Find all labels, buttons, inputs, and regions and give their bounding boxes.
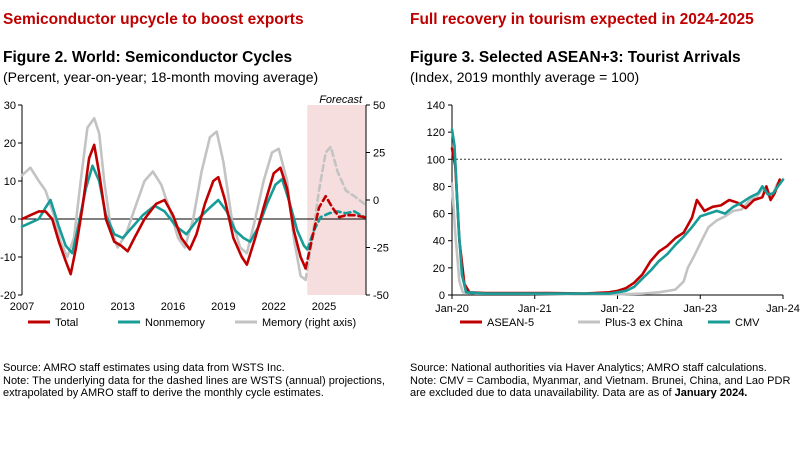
semiconductor-panel: Semiconductor upcycle to boost exports F… xyxy=(0,11,389,400)
tourism-panel: Full recovery in tourism expected in 202… xyxy=(408,0,800,450)
semiconductor-cycles-chart: Forecast -20 -10 0 10 20 30 -50 -25 0 25 50 2007 2010… xyxy=(0,94,389,329)
series-total-line xyxy=(20,143,307,276)
figure-3-title: Figure 3. Selected ASEAN+3: Tourist Arri… xyxy=(410,49,741,66)
left-y-tick-label: 0 xyxy=(10,214,16,226)
left-headline: Semiconductor upcycle to boost exports xyxy=(3,11,304,28)
series-cmv-line xyxy=(450,128,785,295)
y-tick-label: 80 xyxy=(433,181,445,193)
legend-label-total: Total xyxy=(55,317,78,329)
y-tick-label: 20 xyxy=(433,263,445,275)
left-y-tick-label: -10 xyxy=(0,252,16,264)
x-tick-label: Jan-24 xyxy=(766,303,800,315)
right-y-tick-label: 50 xyxy=(373,100,385,112)
y-tick-label: 0 xyxy=(439,290,445,302)
legend-label-memory-right-axis: Memory (right axis) xyxy=(262,317,356,329)
right-y-tick-label: -50 xyxy=(373,290,389,302)
series-total-forecast-line xyxy=(304,194,366,270)
legend-label-plus-3-ex-china: Plus-3 ex China xyxy=(605,317,684,329)
x-tick-label: 2016 xyxy=(161,301,185,313)
y-tick-label: 120 xyxy=(427,127,445,139)
forecast-shade xyxy=(307,105,366,295)
y-tick-label: 40 xyxy=(433,236,445,248)
x-tick-label: 2013 xyxy=(110,301,134,313)
figure-3-subtitle: (Index, 2019 monthly average = 100) xyxy=(410,69,640,85)
x-tick-label: 2007 xyxy=(10,301,34,313)
figure-3-note: Note: CMV = Cambodia, Myanmar, and Vietn… xyxy=(410,375,794,400)
tourist-arrivals-chart: 0 20 40 60 80 100 120 140 Jan-20 Jan-21 Jan-22 Jan-… xyxy=(427,100,800,329)
series-plus-3-ex-china-line xyxy=(450,178,785,296)
figure-2-source: Source: AMRO staff estimates using data … xyxy=(3,362,285,374)
figure-2-notes: Source: AMRO staff estimates using data … xyxy=(3,362,388,400)
figure-2-note: Note: The underlying data for the dashed… xyxy=(3,374,385,400)
x-tick-label: 2019 xyxy=(211,301,235,313)
x-tick-label: Jan-23 xyxy=(683,303,717,315)
figure-3-note-text: Note: CMV = Cambodia, Myanmar, and Vietn… xyxy=(410,374,791,400)
left-y-tick-label: 10 xyxy=(4,176,16,188)
x-tick-label: Jan-22 xyxy=(601,303,635,315)
figure-2-title: Figure 2. World: Semiconductor Cycles xyxy=(3,49,293,66)
x-tick-label: Jan-21 xyxy=(518,303,552,315)
y-tick-label: 60 xyxy=(433,209,445,221)
left-y-tick-label: 20 xyxy=(4,138,16,150)
left-y-tick-label: -20 xyxy=(0,290,16,302)
x-tick-label: Jan-20 xyxy=(435,303,469,315)
series-asean-5-line xyxy=(450,147,781,295)
figure-3-note-date: January 2024. xyxy=(674,387,748,399)
legend-label-asean-5: ASEAN-5 xyxy=(487,317,534,329)
legend-label-nonmemory: Nonmemory xyxy=(145,317,205,329)
left-y-tick-label: 30 xyxy=(4,100,16,112)
x-tick-label: 2010 xyxy=(60,301,84,313)
x-tick-label: 2025 xyxy=(312,301,336,313)
right-y-tick-label: -25 xyxy=(373,243,389,255)
right-y-tick-label: 0 xyxy=(373,195,379,207)
y-tick-label: 140 xyxy=(427,100,445,112)
series-nonmemory-line xyxy=(20,164,309,255)
figure-3-source: Source: National authorities via Haver A… xyxy=(410,362,767,374)
x-tick-label: 2022 xyxy=(261,301,285,313)
right-y-tick-label: 25 xyxy=(373,148,385,160)
figure-3-notes: Source: National authorities via Haver A… xyxy=(410,362,794,400)
series-memory-right-axis-forecast-line xyxy=(304,145,366,282)
legend-label-cmv: CMV xyxy=(735,317,760,329)
right-headline: Full recovery in tourism expected in 202… xyxy=(410,11,754,28)
y-tick-label: 100 xyxy=(427,154,445,166)
forecast-label: Forecast xyxy=(319,94,363,106)
figure-2-subtitle: (Percent, year-on-year; 18-month moving … xyxy=(3,69,319,85)
